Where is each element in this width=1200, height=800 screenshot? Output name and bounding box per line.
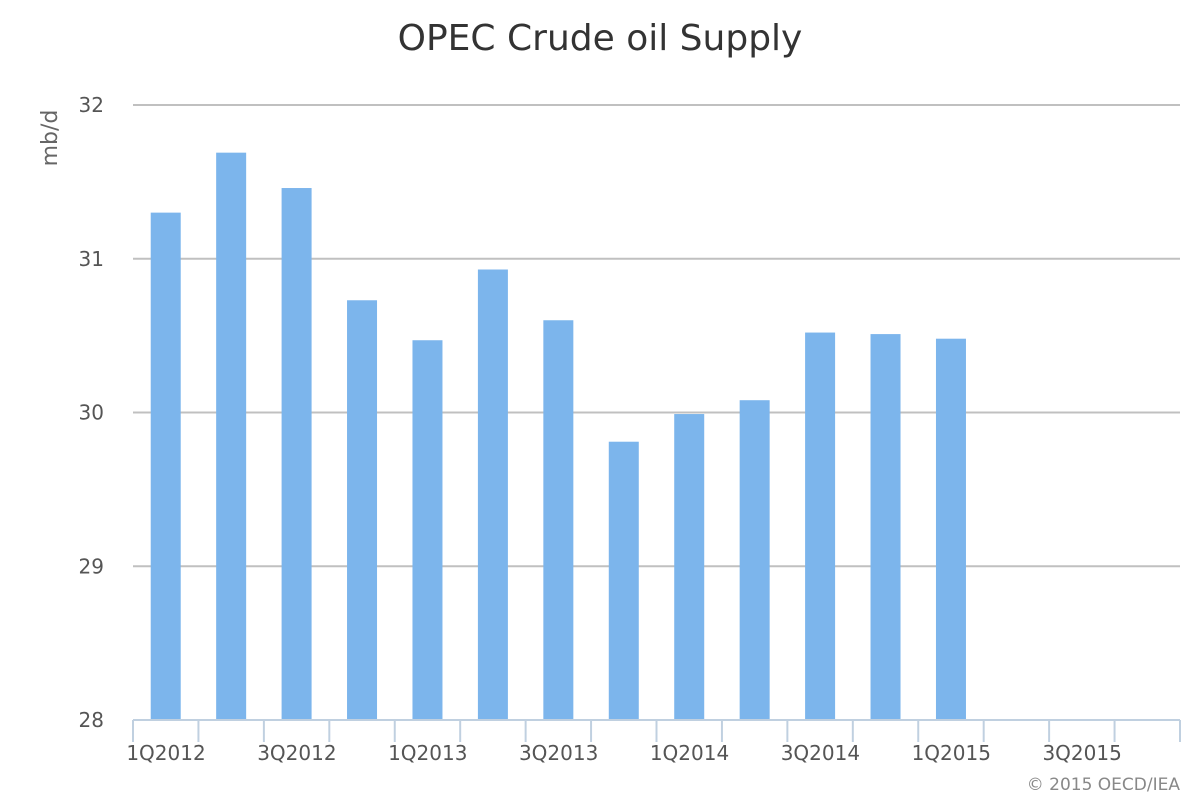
y-tick-label: 32 — [79, 93, 104, 117]
bar — [543, 320, 574, 720]
bar — [412, 340, 443, 720]
x-tick-label: 1Q2012 — [126, 741, 205, 765]
x-tick-label: 3Q2014 — [781, 741, 860, 765]
x-tick-label: 3Q2012 — [257, 741, 336, 765]
y-tick-label: 29 — [79, 554, 104, 578]
x-tick-label: 1Q2013 — [388, 741, 467, 765]
bar — [805, 332, 836, 720]
bars — [150, 152, 966, 721]
y-tick-label: 30 — [79, 401, 104, 425]
bar — [477, 269, 508, 720]
bar — [216, 152, 247, 721]
y-tick-label: 28 — [79, 708, 104, 732]
y-tick-label: 31 — [79, 247, 104, 271]
bar — [674, 414, 705, 720]
bar — [739, 400, 770, 720]
x-tick-label: 1Q2014 — [650, 741, 729, 765]
x-tick-label: 3Q2013 — [519, 741, 598, 765]
x-tick-label: 3Q2015 — [1042, 741, 1121, 765]
bar — [347, 300, 378, 720]
x-axis: 1Q2012 3Q2012 1Q2013 3Q2013 1Q2014 3Q2014 1Q20… — [126, 719, 1181, 765]
bar — [608, 441, 639, 720]
bar — [870, 334, 901, 720]
bar — [150, 212, 181, 720]
bar — [935, 338, 966, 720]
x-tick-label: 1Q2015 — [912, 741, 991, 765]
y-axis-ticks: 28 29 30 31 32 — [79, 93, 104, 732]
chart-title: OPEC Crude oil Supply — [398, 18, 803, 59]
credit-text: © 2015 OECD/IEA — [1027, 775, 1181, 795]
bar — [281, 188, 312, 720]
y-axis-label: mb/d — [38, 110, 63, 167]
